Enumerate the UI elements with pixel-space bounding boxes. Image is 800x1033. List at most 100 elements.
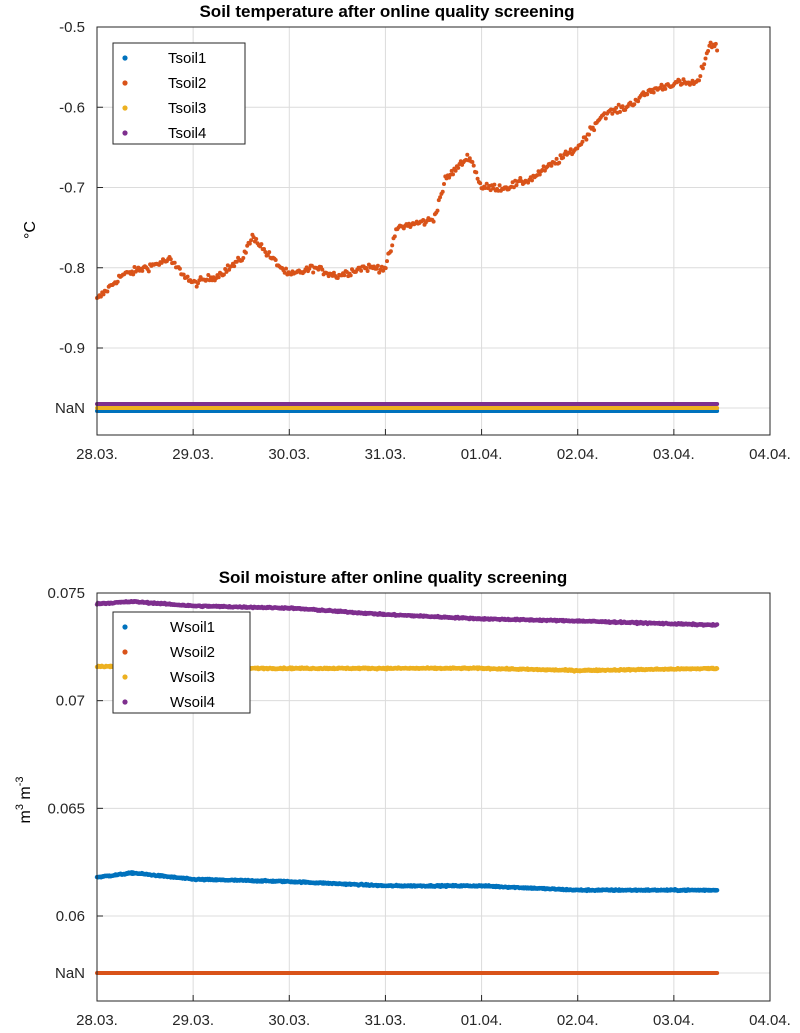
Tsoil2-point — [348, 273, 353, 278]
Tsoil2-point — [440, 189, 445, 194]
Tsoil2-point — [614, 105, 619, 110]
Tsoil2-point — [663, 86, 668, 91]
Tsoil3-legend-label: Tsoil3 — [168, 100, 206, 117]
Tsoil2-point — [172, 260, 177, 265]
temperature-data-points — [95, 40, 720, 413]
x-tick-label: 28.03. — [76, 446, 118, 463]
Tsoil2-point — [140, 268, 145, 273]
Tsoil2-point — [698, 74, 703, 79]
Tsoil2-point — [284, 266, 288, 271]
Wsoil4-legend-label: Wsoil4 — [170, 694, 215, 711]
y-tick-label: 0.065 — [47, 800, 85, 817]
Tsoil2-point — [101, 292, 106, 297]
Tsoil2-point — [702, 62, 707, 67]
moisture-legend-box — [112, 611, 251, 714]
Tsoil2-point — [465, 152, 470, 157]
Tsoil2-point — [181, 272, 186, 277]
Wsoil1-legend-marker — [122, 624, 128, 630]
Tsoil2-point — [554, 156, 559, 161]
Tsoil2-point — [194, 284, 199, 289]
Tsoil2-point — [618, 109, 622, 114]
Tsoil2-point — [474, 170, 479, 175]
y-tick-label: NaN — [55, 965, 85, 982]
Tsoil2-point — [616, 102, 621, 107]
x-tick-label: 02.04. — [557, 1012, 599, 1029]
Tsoil2-point — [497, 183, 502, 188]
Tsoil2-point — [307, 266, 312, 271]
Tsoil2-point — [456, 165, 461, 170]
moisture-legend-items: Wsoil1 Wsoil2 Wsoil3 Wsoil4 — [122, 619, 215, 711]
Tsoil2-point — [471, 163, 476, 168]
Tsoil2-point — [311, 270, 316, 275]
Tsoil2-point — [168, 257, 173, 262]
Tsoil2-legend-label: Tsoil2 — [168, 75, 206, 92]
Tsoil2-point — [232, 264, 237, 269]
x-tick-label: 03.04. — [653, 1012, 695, 1029]
x-tick-label: 30.03. — [268, 446, 310, 463]
Tsoil2-point — [431, 219, 436, 224]
Tsoil2-point — [651, 90, 656, 95]
x-tick-label: 02.04. — [557, 446, 599, 463]
Tsoil4-legend-marker — [122, 130, 128, 136]
Tsoil2-point — [273, 258, 278, 262]
Tsoil2-point — [713, 41, 718, 46]
Tsoil2-point — [241, 256, 246, 260]
Tsoil2-point — [645, 92, 650, 97]
y-tick-label: 0.06 — [56, 908, 85, 925]
Tsoil2-point — [580, 139, 585, 144]
x-tick-label: 01.04. — [461, 1012, 503, 1029]
Tsoil2-point — [620, 104, 625, 109]
Tsoil2-point — [438, 195, 443, 200]
temperature-tick-labels: 28.03. 29.03. 30.03. 31.03. 01.04. 02.04. 03.0… — [55, 19, 791, 463]
moisture-chart-title: Soil moisture after online quality scree… — [219, 568, 568, 587]
x-tick-label: 30.03. — [268, 1012, 310, 1029]
Tsoil2-point — [254, 237, 259, 241]
Tsoil2-point — [449, 168, 454, 173]
Tsoil2-legend-marker — [122, 80, 128, 86]
Tsoil2-point — [492, 182, 497, 187]
Tsoil2-point — [478, 181, 483, 186]
Tsoil2-point — [697, 78, 701, 83]
Tsoil2-point — [475, 176, 480, 181]
Tsoil2-point — [331, 270, 336, 275]
Tsoil2-point — [584, 137, 589, 142]
y-tick-label: -0.6 — [59, 99, 85, 116]
x-tick-label: 01.04. — [461, 446, 503, 463]
Tsoil2-point — [364, 266, 369, 270]
Tsoil2-point — [263, 250, 268, 254]
Tsoil2-point — [131, 272, 136, 277]
y-tick-label: -0.5 — [59, 19, 85, 36]
Tsoil1-legend-marker — [122, 55, 128, 61]
Tsoil2-point — [365, 269, 370, 273]
Tsoil2-point — [549, 163, 554, 168]
moisture-tick-labels: 28.03. 29.03. 30.03. 31.03. 01.04. 02.04. 03.0… — [47, 585, 790, 1029]
Tsoil1-legend-label: Tsoil1 — [168, 50, 206, 67]
Tsoil2-point — [530, 178, 534, 183]
moisture-y-axis-label: m3 m-3 — [14, 776, 34, 823]
Tsoil2-point — [388, 249, 393, 254]
moisture-legend: Wsoil1 Wsoil2 Wsoil3 Wsoil4 — [112, 611, 251, 714]
y-tick-label: 0.07 — [56, 693, 85, 710]
Tsoil2-point — [632, 102, 637, 107]
Tsoil2-point — [335, 276, 340, 280]
Tsoil2-point — [514, 183, 519, 188]
Tsoil2-point — [381, 268, 386, 273]
Tsoil2-point — [206, 273, 211, 277]
y-tick-label: -0.9 — [59, 340, 85, 357]
Tsoil2-point — [636, 99, 641, 104]
x-tick-label: 31.03. — [365, 446, 407, 463]
Tsoil2-point — [249, 238, 254, 243]
Tsoil2-point — [467, 156, 472, 161]
Tsoil2-point — [518, 176, 523, 180]
temperature-axes-frame — [96, 26, 771, 436]
temperature-legend-items: Tsoil1 Tsoil2 Tsoil3 Tsoil4 — [122, 50, 206, 142]
temperature-chart: Soil temperature after online quality sc… — [22, 2, 791, 463]
Tsoil2-point — [105, 289, 110, 294]
Tsoil2-point — [568, 147, 573, 152]
Tsoil2-point — [177, 266, 182, 271]
Wsoil1-legend-label: Wsoil1 — [170, 619, 215, 636]
Tsoil2-point — [216, 275, 221, 280]
Tsoil2-point — [259, 242, 264, 247]
Tsoil2-point — [451, 172, 455, 177]
Tsoil2-point — [421, 218, 426, 222]
